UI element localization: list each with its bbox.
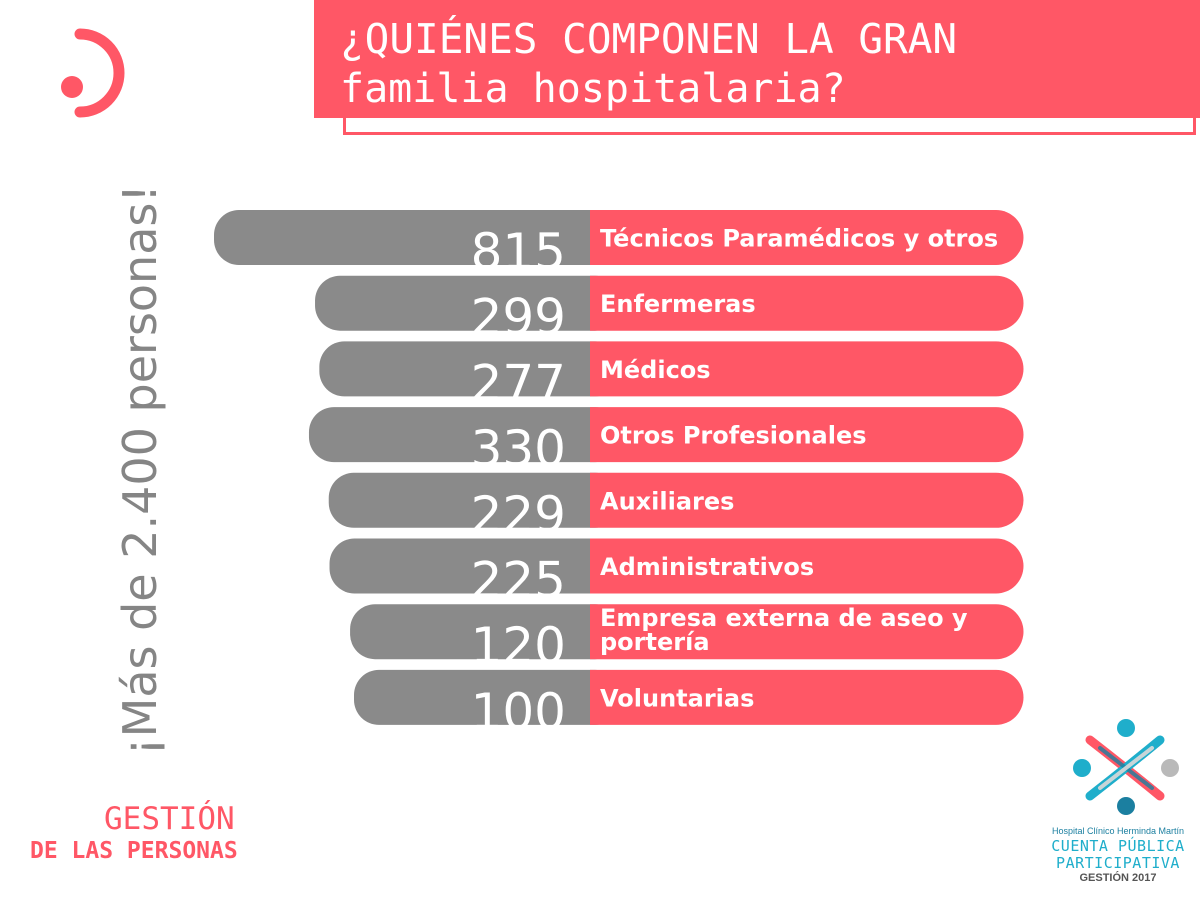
value-label-3: 330: [471, 420, 566, 478]
page-title-line-1: ¿QUIÉNES COMPONEN LA GRAN: [340, 15, 958, 63]
value-label-2: 277: [471, 354, 566, 412]
category-label-5: Administrativos: [600, 553, 814, 581]
category-bar-3: [590, 407, 1024, 463]
title-banner: [314, 0, 1200, 118]
value-bar-6: [350, 604, 620, 660]
category-label-4: Auxiliares: [600, 487, 734, 515]
value-label-0: 815: [471, 223, 566, 281]
value-bar-1: [315, 275, 620, 331]
category-bar-6: [590, 604, 1024, 660]
page-title-line-2: familia hospitalaria?: [340, 66, 846, 112]
category-bar-7: [590, 669, 1024, 725]
participation-logo-icon: [1073, 719, 1179, 815]
category-label-6-line-1: portería: [600, 628, 710, 656]
category-bar-1: [590, 275, 1024, 331]
org-program-year: GESTIÓN 2017: [1079, 872, 1157, 884]
category-label-0: Técnicos Paramédicos y otros: [600, 225, 998, 253]
footer-section-line-2: DE LAS PERSONAS: [30, 838, 238, 864]
value-bar-4: [328, 472, 620, 528]
value-bar-7: [354, 669, 620, 725]
value-label-7: 100: [471, 683, 566, 741]
brand-logo-icon: [61, 28, 125, 118]
category-bar-0: [590, 210, 1024, 265]
value-bar-5: [329, 538, 620, 594]
category-label-3: Otros Profesionales: [600, 422, 867, 450]
category-label-1: Enfermeras: [600, 290, 756, 318]
footer-section-line-1: GESTIÓN: [104, 801, 235, 837]
category-bar-5: [590, 538, 1024, 594]
category-label-2: Médicos: [600, 356, 711, 384]
value-bar-0: [214, 210, 620, 265]
category-bar-4: [590, 472, 1024, 528]
category-bar-2: [590, 341, 1024, 397]
value-label-1: 299: [471, 289, 566, 347]
category-label-7: Voluntarias: [600, 684, 754, 712]
value-label-4: 229: [471, 486, 566, 544]
category-label-6-line-0: Empresa externa de aseo y: [600, 604, 968, 632]
org-program-title: CUENTA PÚBLICA PARTICIPATIVA: [1051, 837, 1185, 872]
value-bar-3: [308, 407, 620, 463]
hospital-name: Hospital Clínico Herminda Martín: [1051, 826, 1185, 836]
value-label-6: 120: [471, 617, 566, 675]
value-label-5: 225: [471, 552, 566, 610]
value-bar-2: [319, 341, 620, 397]
